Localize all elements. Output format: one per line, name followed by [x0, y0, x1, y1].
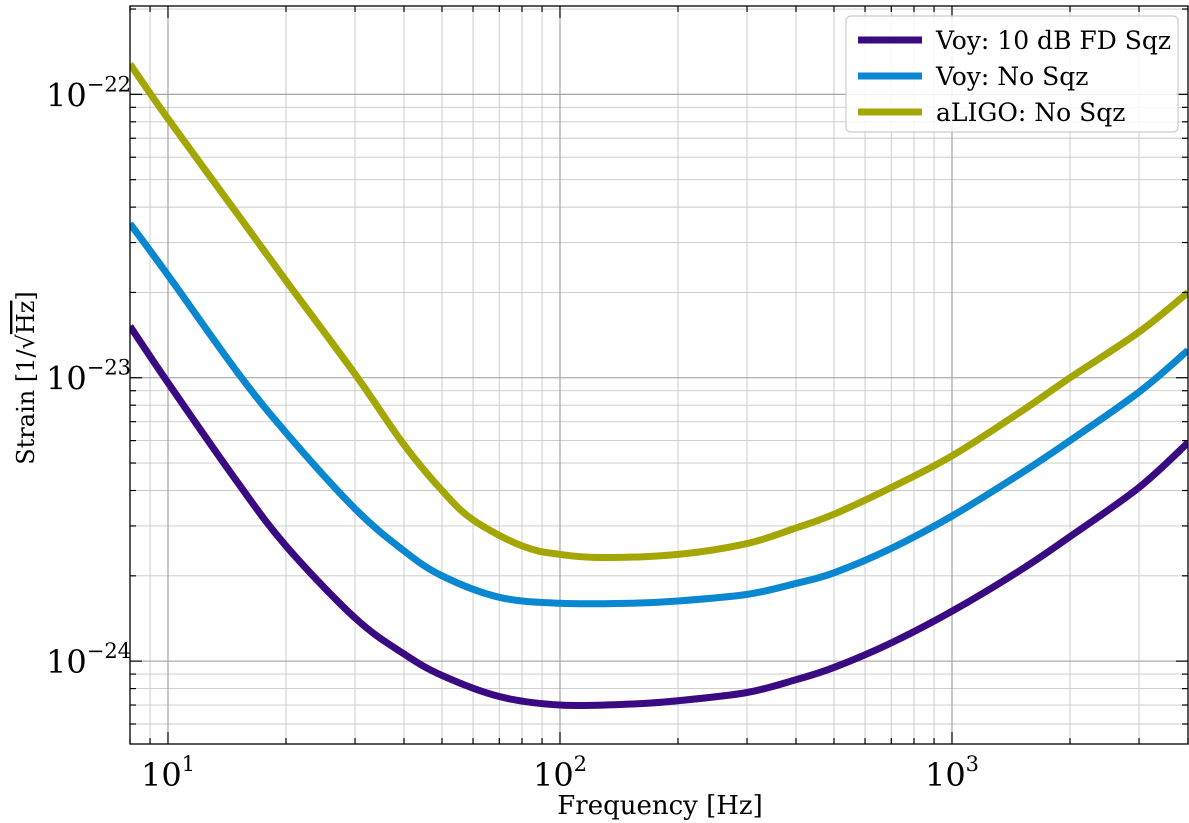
x-tick-label: 101 — [141, 752, 195, 794]
legend-label: aLIGO: No Sqz — [936, 98, 1125, 127]
y-axis-label: Strain [1/√Hz] — [12, 291, 40, 465]
sqrt-sign: √ — [12, 333, 40, 349]
y-tick-labels: 10−24 10−23 10−22 — [46, 72, 131, 681]
minor-grid — [129, 6, 1189, 744]
x-tick-label: 102 — [533, 752, 587, 794]
legend-box — [845, 15, 1179, 133]
legend: Voy: 10 dB FD Sqz Voy: No Sqz aLIGO: No … — [845, 15, 1179, 133]
series-line — [130, 221, 1188, 608]
series-line — [130, 324, 1188, 710]
legend-label: Voy: No Sqz — [935, 62, 1088, 91]
plot-frame — [129, 5, 1189, 745]
y-tick-label: 10−24 — [46, 639, 131, 681]
axis-ticks — [129, 6, 1189, 744]
x-axis-label: Frequency [Hz] — [557, 791, 763, 821]
y-tick-label: 10−22 — [46, 72, 131, 114]
y-tick-label: 10−23 — [46, 356, 131, 398]
x-tick-labels: 101 102 103 — [141, 752, 979, 794]
legend-label: Voy: 10 dB FD Sqz — [935, 26, 1171, 55]
x-tick-label: 103 — [925, 752, 979, 794]
series-lines — [130, 61, 1188, 710]
series-line — [130, 61, 1188, 562]
